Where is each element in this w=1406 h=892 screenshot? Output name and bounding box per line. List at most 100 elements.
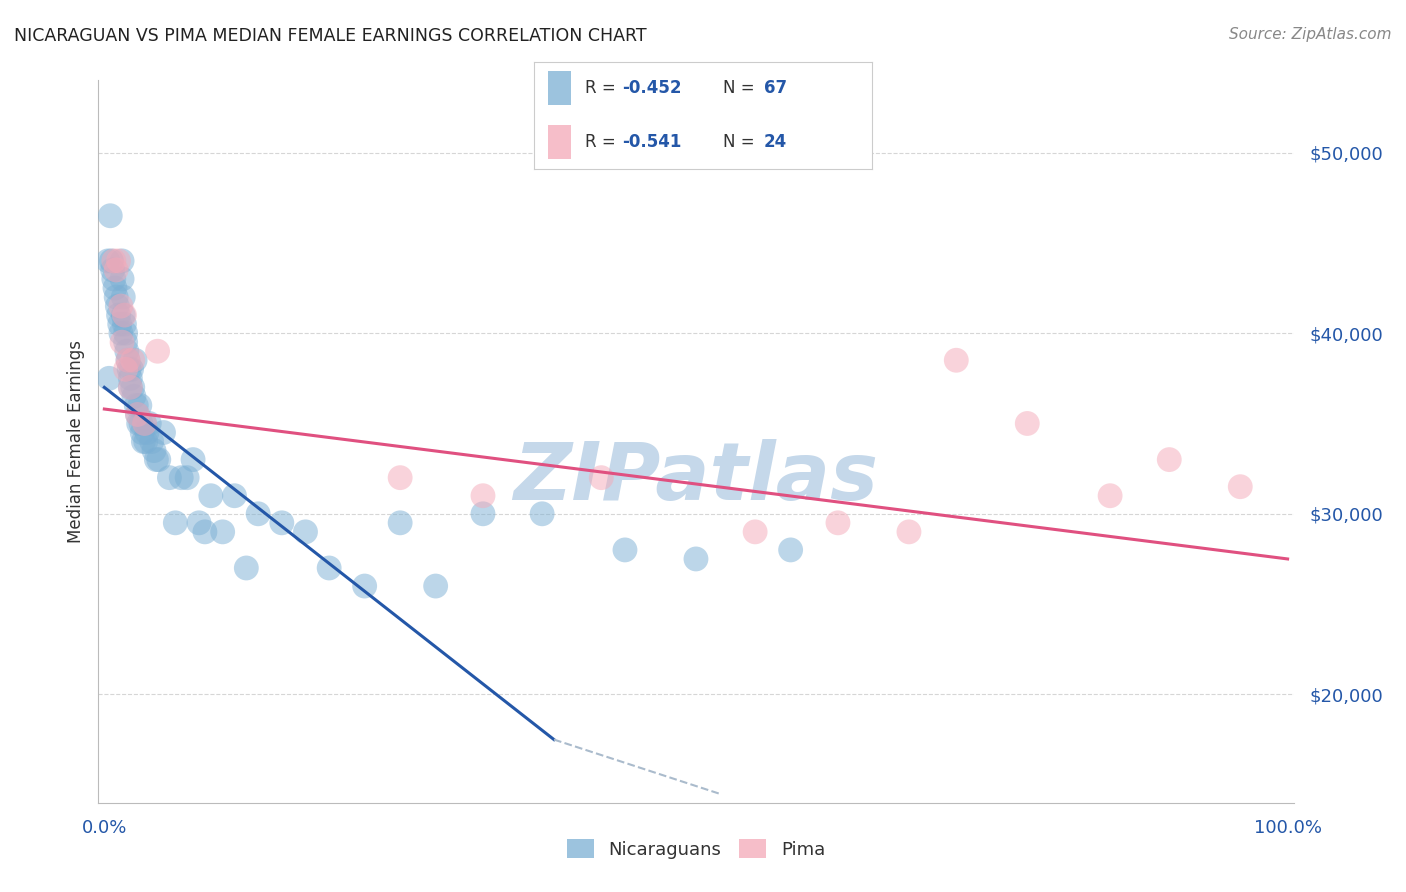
Legend: Nicaraguans, Pima: Nicaraguans, Pima (560, 832, 832, 866)
Point (121, 353, 143, 368)
Point (135, 434, 157, 449)
Point (143, 443, 166, 458)
Text: -0.452: -0.452 (621, 79, 682, 97)
Y-axis label: Median Female Earnings: Median Female Earnings (66, 340, 84, 543)
Point (165, 516, 187, 530)
Point (100, 253, 122, 268)
Point (134, 417, 156, 431)
Point (685, 552, 707, 566)
Point (146, 344, 169, 359)
Text: R =: R = (585, 133, 621, 151)
Point (121, 362, 143, 376)
Point (131, 425, 153, 440)
Point (114, 308, 136, 322)
Point (111, 272, 134, 286)
Text: N =: N = (723, 79, 761, 97)
Point (114, 335, 136, 350)
Point (744, 524, 766, 539)
Point (114, 326, 136, 341)
Point (124, 353, 146, 368)
Point (425, 579, 447, 593)
Point (112, 308, 135, 322)
Point (120, 380, 142, 394)
Point (176, 471, 198, 485)
Point (194, 524, 217, 539)
Point (103, 253, 125, 268)
Point (531, 507, 554, 521)
Point (112, 290, 135, 304)
Point (128, 398, 150, 412)
Point (1159, 452, 1181, 467)
Point (121, 380, 143, 394)
Point (107, 253, 129, 268)
Point (105, 290, 128, 304)
Point (1229, 480, 1251, 494)
Point (1099, 489, 1122, 503)
Point (134, 417, 156, 431)
Point (224, 489, 246, 503)
Point (122, 389, 145, 403)
Point (98, 209, 121, 223)
FancyBboxPatch shape (548, 125, 571, 159)
Point (114, 362, 136, 376)
Point (127, 408, 149, 422)
Point (132, 434, 155, 449)
Point (114, 317, 136, 331)
Point (211, 524, 233, 539)
Point (389, 471, 412, 485)
Point (129, 417, 152, 431)
Point (110, 299, 132, 313)
Text: 24: 24 (763, 133, 787, 151)
Point (125, 398, 148, 412)
Point (136, 425, 159, 440)
Point (105, 263, 128, 277)
Text: R =: R = (585, 79, 621, 97)
Point (98, 371, 121, 385)
Point (103, 272, 125, 286)
Point (1017, 417, 1039, 431)
Text: -0.541: -0.541 (621, 133, 682, 151)
Point (294, 524, 316, 539)
FancyBboxPatch shape (548, 71, 571, 105)
Text: NICARAGUAN VS PIMA MEDIAN FEMALE EARNINGS CORRELATION CHART: NICARAGUAN VS PIMA MEDIAN FEMALE EARNING… (14, 27, 647, 45)
Point (115, 344, 138, 359)
Point (107, 308, 129, 322)
Point (945, 353, 967, 368)
Point (111, 335, 134, 350)
Point (472, 507, 495, 521)
Point (779, 542, 801, 557)
Point (188, 516, 211, 530)
Text: N =: N = (723, 133, 761, 151)
Point (138, 417, 160, 431)
Point (318, 561, 340, 575)
Point (111, 253, 134, 268)
Point (104, 281, 127, 295)
Point (105, 299, 128, 313)
Point (472, 489, 495, 503)
Text: Source: ZipAtlas.com: Source: ZipAtlas.com (1229, 27, 1392, 42)
Point (108, 317, 131, 331)
Point (97, 253, 120, 268)
Point (118, 362, 141, 376)
Point (157, 471, 180, 485)
Point (247, 507, 270, 521)
Point (389, 516, 412, 530)
Text: 67: 67 (763, 79, 787, 97)
Point (827, 516, 849, 530)
Point (235, 561, 257, 575)
Point (181, 452, 204, 467)
Point (353, 579, 375, 593)
Point (614, 542, 637, 557)
Text: ZIPatlas: ZIPatlas (513, 439, 879, 516)
Point (120, 380, 142, 394)
Point (117, 353, 139, 368)
Point (117, 353, 139, 368)
Point (152, 425, 174, 440)
Point (110, 326, 132, 341)
Point (101, 263, 124, 277)
Point (141, 434, 163, 449)
Point (148, 452, 170, 467)
Point (170, 471, 193, 485)
Point (120, 371, 142, 385)
Point (897, 524, 920, 539)
